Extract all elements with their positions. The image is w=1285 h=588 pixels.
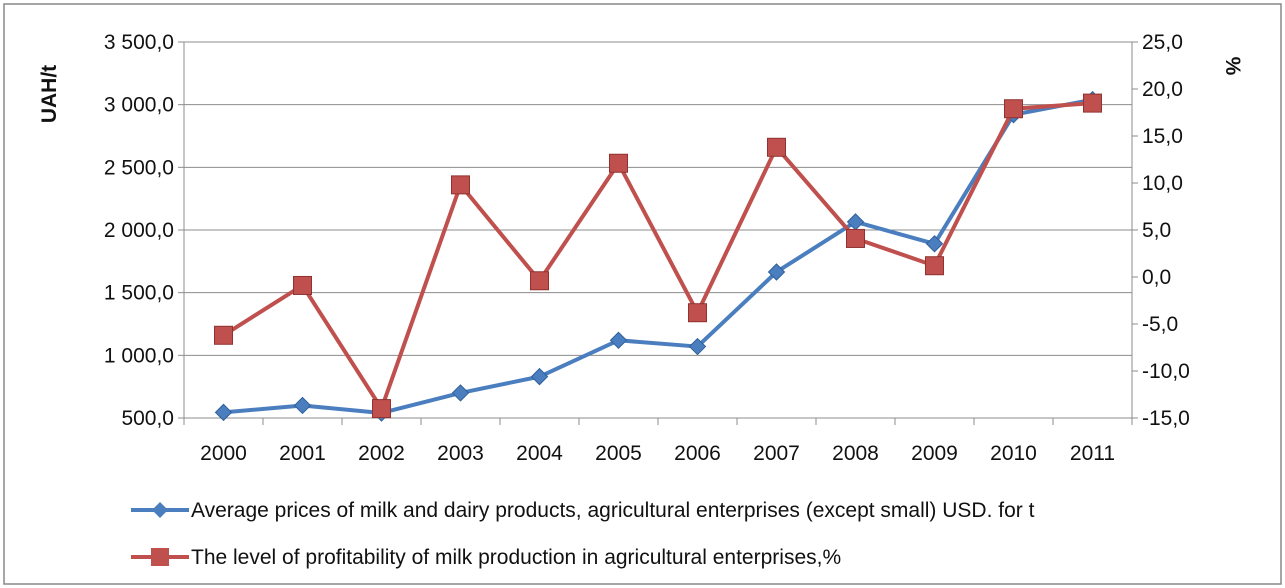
y2-tick-label: -15,0	[1142, 407, 1190, 430]
series	[214, 90, 1102, 422]
x-tick-label: 2006	[674, 442, 721, 465]
data-point	[925, 235, 944, 253]
data-point	[214, 403, 233, 422]
x-tick-label: 2011	[1070, 442, 1115, 465]
data-point	[293, 396, 312, 415]
x-tick-label: 2002	[358, 442, 405, 465]
legend-marker	[152, 502, 168, 518]
data-point	[293, 275, 312, 295]
y-tick-label: 500,0	[121, 407, 174, 430]
data-point	[609, 153, 628, 173]
data-point	[451, 175, 470, 195]
series-line-1	[223, 97, 1093, 415]
data-point	[214, 325, 233, 345]
y-tick-label: 3 000,0	[104, 94, 174, 117]
x-tick-label: 2009	[911, 442, 958, 465]
x-tick-label: 2004	[516, 442, 563, 465]
y2-tick-label: -5,0	[1142, 313, 1178, 336]
y2-tick-label: 0,0	[1142, 266, 1171, 289]
data-point	[530, 271, 549, 291]
data-point	[688, 303, 707, 323]
x-tick-label: 2005	[595, 442, 642, 465]
y2-tick-label: 20,0	[1142, 78, 1183, 101]
data-point	[530, 367, 549, 386]
legend-label: Average prices of milk and dairy product…	[191, 499, 1035, 522]
y-tick-label: 2 500,0	[104, 156, 174, 179]
x-tick-label: 2003	[437, 442, 484, 465]
x-tick-label: 2007	[753, 442, 800, 465]
data-point	[372, 399, 391, 419]
x-tick-label: 2010	[990, 442, 1037, 465]
gridlines	[184, 41, 1132, 356]
y-tick-label: 1 000,0	[104, 344, 174, 367]
y-tick-label: 1 500,0	[104, 282, 174, 305]
y2-tick-label: 15,0	[1142, 125, 1183, 148]
y-tick-label: 3 500,0	[104, 31, 174, 54]
y2-axis-title: %	[1221, 57, 1244, 76]
y-tick-label: 2 000,0	[104, 219, 174, 242]
x-tick-label: 2000	[200, 442, 247, 465]
chart-border	[3, 3, 1282, 585]
data-point	[688, 337, 707, 356]
data-point	[609, 331, 628, 350]
data-point	[767, 137, 786, 157]
data-point	[846, 228, 865, 248]
legend-label: The level of profitability of milk produ…	[191, 546, 841, 569]
y2-tick-label: 25,0	[1142, 31, 1183, 54]
y2-tick-label: 10,0	[1142, 172, 1183, 195]
x-tick-label: 2001	[279, 442, 326, 465]
data-point	[1083, 93, 1102, 113]
legend-marker	[151, 548, 169, 566]
x-tick-label: 2008	[832, 442, 879, 465]
data-point	[451, 384, 470, 402]
legend: Average prices of milk and dairy product…	[131, 499, 1035, 569]
y2-tick-label: -10,0	[1142, 360, 1190, 383]
series-line-2	[222, 101, 1093, 411]
data-point	[925, 256, 944, 276]
axes: 500,0 1 000,0 1 500,0 2 000,0 2 500,0 3 000,0…	[104, 31, 1190, 465]
y-axis-title: UAH/t	[38, 65, 61, 123]
y2-tick-label: 5,0	[1142, 219, 1171, 242]
data-point	[767, 263, 786, 281]
data-point	[1004, 99, 1023, 119]
